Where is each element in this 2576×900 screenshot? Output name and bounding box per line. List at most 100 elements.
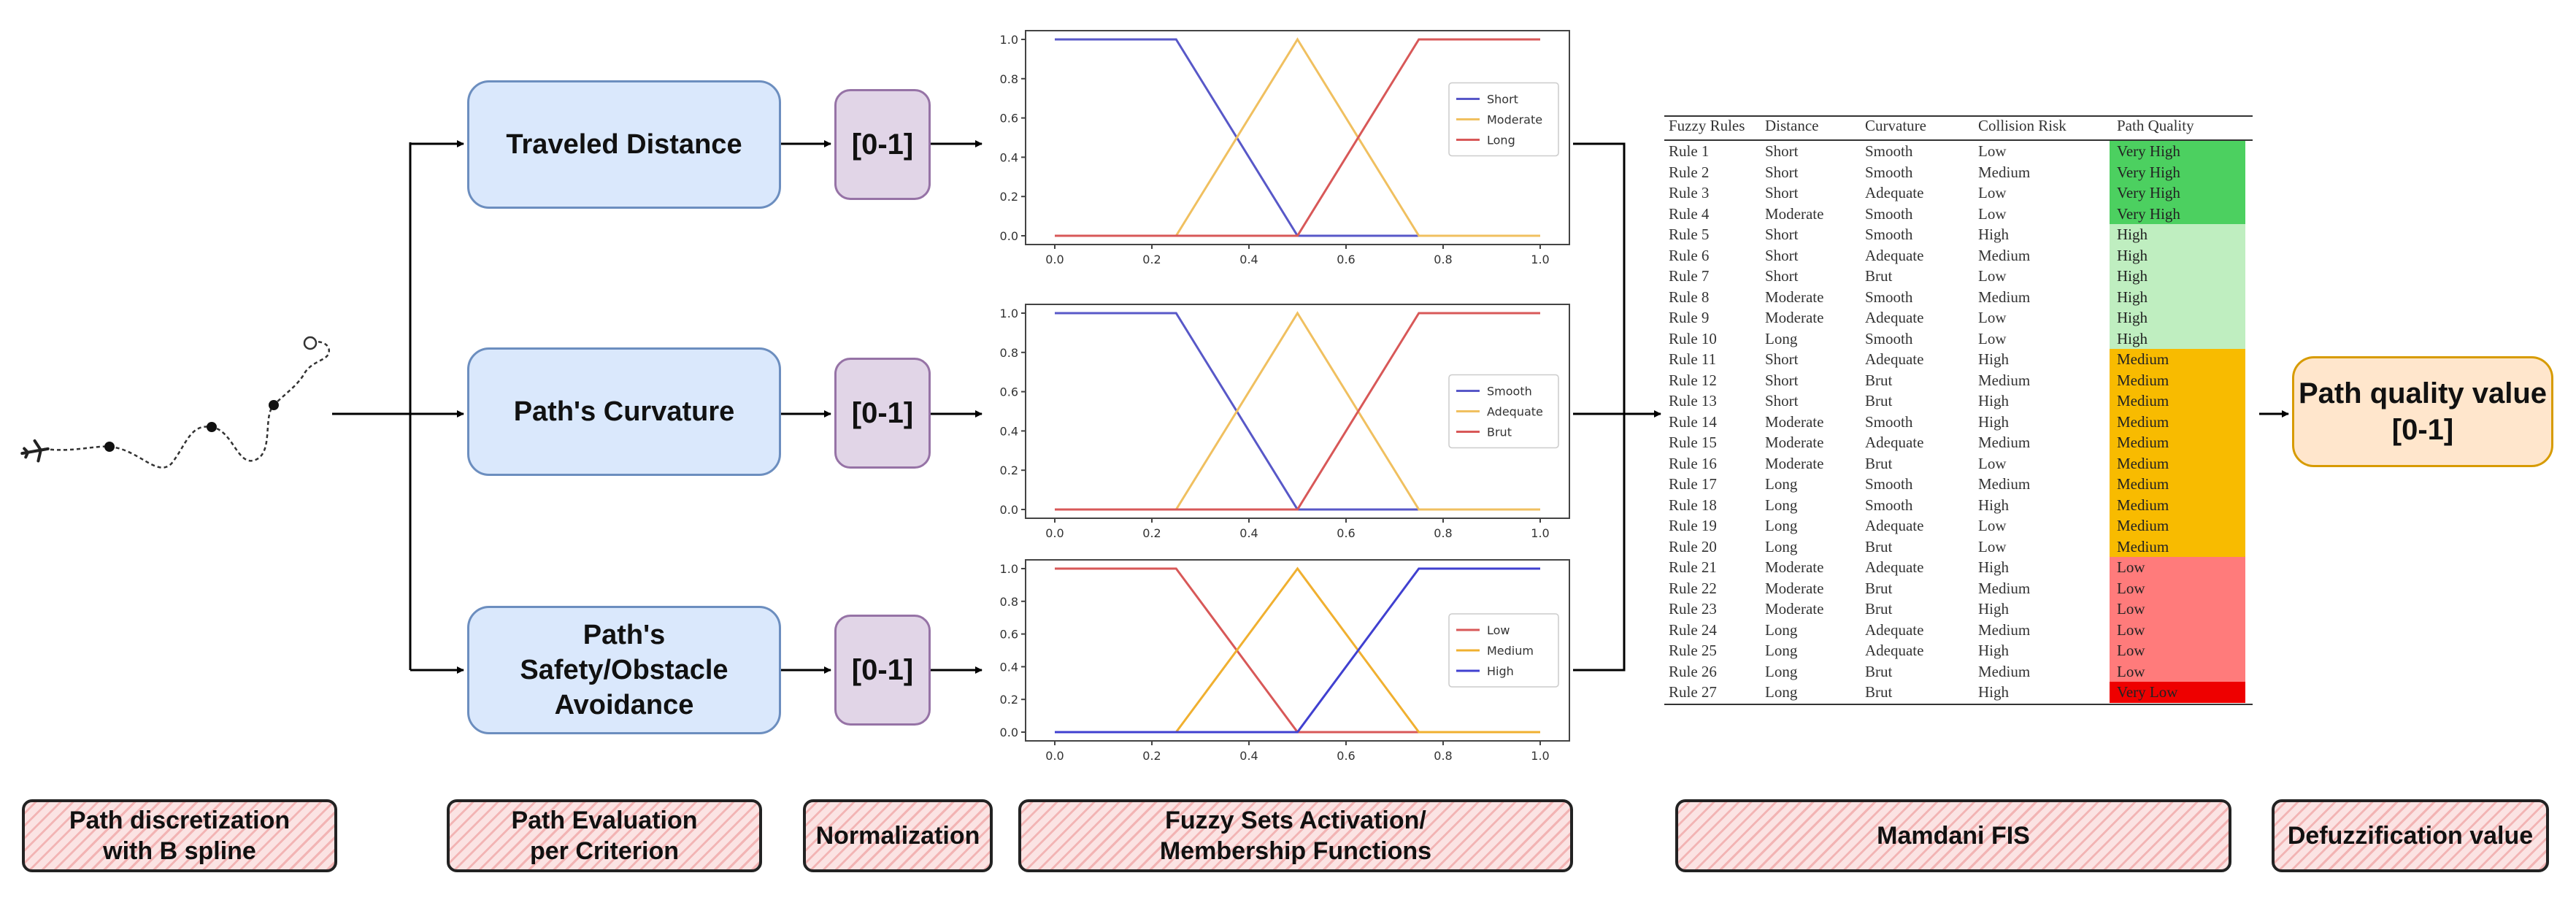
path-quality-cell: High [2110,286,2245,307]
y-tick-label: 0.8 [1000,595,1018,609]
x-tick-label: 0.6 [1337,526,1355,540]
curvature-cell: Brut [1865,683,1893,701]
path-quality-cell: Very High [2110,161,2245,182]
rule-name-cell: Rule 4 [1669,204,1710,223]
distance-cell: Short [1765,163,1799,181]
table-row: Rule 10 Long Smooth Low High [1664,328,2267,349]
rule-name-cell: Rule 27 [1669,683,1717,701]
path-quality-cell: Medium [2110,411,2245,432]
normalization-box-2: [0-1] [834,358,931,469]
x-tick-label: 0.6 [1337,749,1355,763]
y-tick-label: 1.0 [1000,33,1018,47]
path-quality-cell: Low [2110,661,2245,682]
rule-name-cell: Rule 8 [1669,288,1710,306]
table-row: Rule 3 Short Adequate Low Very High [1664,182,2267,204]
table-row: Rule 9 Moderate Adequate Low High [1664,307,2267,328]
distance-cell: Long [1765,475,1798,493]
path-quality-cell: Medium [2110,494,2245,515]
table-row: Rule 19 Long Adequate Low Medium [1664,515,2267,536]
distance-cell: Moderate [1765,434,1824,451]
y-tick-label: 0.0 [1000,229,1018,243]
legend-label: Adequate [1487,405,1543,419]
criterion-label: Path's Curvature [513,396,735,427]
distance-cell: Long [1765,496,1798,514]
x-tick-label: 0.0 [1045,253,1064,266]
collision-risk-cell: Low [1978,142,2007,160]
y-tick-label: 0.4 [1000,660,1018,674]
table-row: Rule 15 Moderate Adequate Medium Medium [1664,432,2267,453]
collision-risk-cell: Low [1978,517,2007,534]
path-quality-cell: Very High [2110,141,2245,162]
normalization-label: [0-1] [851,653,914,686]
rule-name-cell: Rule 20 [1669,537,1717,555]
legend-label: Medium [1487,644,1534,658]
table-row: Rule 23 Moderate Brut High Low [1664,599,2267,620]
criterion-label: Traveled Distance [506,129,742,160]
rule-name-cell: Rule 15 [1669,434,1717,451]
curvature-cell: Adequate [1865,246,1924,264]
path-quality-cell: Low [2110,619,2245,640]
x-tick-label: 0.0 [1045,749,1064,763]
rule-name-cell: Rule 13 [1669,392,1717,409]
stage-path-discretization: Path discretization with B spline [22,799,337,872]
curvature-cell: Smooth [1865,329,1913,347]
x-tick-label: 0.2 [1142,749,1161,763]
legend-label: High [1487,664,1514,678]
table-row: Rule 21 Moderate Adequate High Low [1664,557,2267,578]
table-row: Rule 4 Moderate Smooth Low Very High [1664,203,2267,224]
x-tick-label: 1.0 [1531,253,1549,266]
curvature-cell: Smooth [1865,475,1913,493]
rule-name-cell: Rule 11 [1669,350,1717,368]
collision-risk-cell: High [1978,412,2009,431]
table-row: Rule 25 Long Adequate High Low [1664,640,2267,661]
path-quality-cell: Low [2110,577,2245,599]
collision-risk-cell: Low [1978,267,2007,285]
table-row: Rule 13 Short Brut High Medium [1664,391,2267,412]
distance-cell: Moderate [1765,204,1824,223]
distance-cell: Short [1765,226,1799,243]
stage-label-line1: Path discretization [69,807,291,834]
table-row: Rule 24 Long Adequate Medium Low [1664,619,2267,640]
series-line-high [1055,567,1540,734]
curvature-cell: Adequate [1865,620,1924,639]
distance-cell: Short [1765,392,1799,409]
table-row: Rule 6 Short Adequate Medium High [1664,245,2267,266]
airplane-icon [20,439,50,463]
merge-plot1 [1573,142,1626,414]
output-range: [0-1] [2391,414,2454,446]
distance-cell: Long [1765,517,1798,534]
distance-cell: Moderate [1765,454,1824,472]
distance-cell: Short [1765,267,1799,285]
criterion-label: Path's Safety/Obstacle Avoidance [520,620,728,720]
merge-plot3 [1573,414,1626,672]
y-tick-label: 0.2 [1000,693,1018,707]
rule-name-cell: Rule 2 [1669,163,1710,181]
y-tick-label: 0.8 [1000,346,1018,360]
distance-cell: Short [1765,184,1799,201]
table-row: Rule 1 Short Smooth Low Very High [1664,141,2267,162]
table-row: Rule 16 Moderate Brut Low Medium [1664,453,2267,474]
normalization-box-1: [0-1] [834,89,931,200]
collision-risk-cell: High [1978,392,2009,409]
table-row: Rule 18 Long Smooth High Medium [1664,494,2267,515]
distance-cell: Long [1765,662,1798,680]
stage-label-line2: with B spline [103,837,256,865]
collision-risk-cell: Low [1978,204,2007,223]
curvature-cell: Smooth [1865,288,1913,306]
path-quality-cell: Very Low [2110,682,2245,703]
curvature-cell: Smooth [1865,226,1913,243]
y-tick-label: 0.2 [1000,464,1018,477]
stage-fuzzy-sets-activation: Fuzzy Sets Activation/ Membership Functi… [1018,799,1573,872]
distance-cell: Short [1765,350,1799,368]
y-tick-label: 0.6 [1000,385,1018,399]
path-quality-cell: High [2110,307,2245,328]
series-line-brut [1055,312,1540,511]
collision-risk-cell: Medium [1978,434,2031,451]
rule-name-cell: Rule 22 [1669,579,1717,597]
rule-name-cell: Rule 26 [1669,662,1717,680]
rule-name-cell: Rule 14 [1669,412,1717,431]
curvature-cell: Adequate [1865,184,1924,201]
curvature-cell: Brut [1865,600,1893,618]
path-quality-cell: High [2110,328,2245,349]
distance-cell: Long [1765,642,1798,659]
